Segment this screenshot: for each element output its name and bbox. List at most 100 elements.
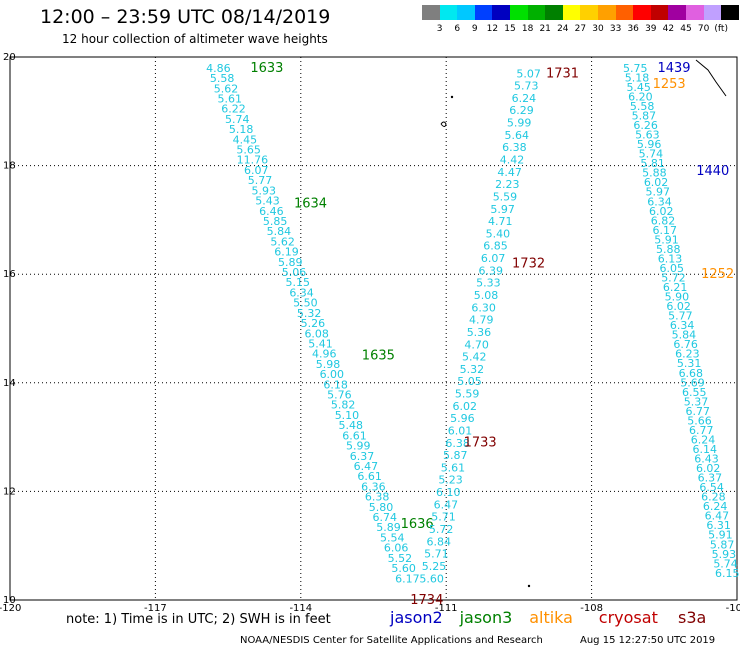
pass-time-label: 1253 <box>653 77 686 92</box>
wave-height-value: 5.18 <box>625 71 650 84</box>
colorbar-swatch <box>668 5 686 20</box>
wave-height-value: 11.76 <box>237 154 269 167</box>
wave-height-value: 6.22 <box>221 103 246 116</box>
wave-height-value: 5.58 <box>210 72 235 85</box>
wave-height-value: 6.37 <box>698 472 723 485</box>
lat-tick-label: 12 <box>3 486 16 497</box>
wave-height-value: 5.66 <box>687 414 712 427</box>
colorbar-label: 70 <box>697 24 710 34</box>
colorbar-label: 15 <box>504 24 516 34</box>
wave-height-value: 5.84 <box>672 329 697 342</box>
wave-height-value: 6.46 <box>259 205 284 218</box>
wave-height-value: 6.10 <box>436 486 461 499</box>
island-dot <box>527 584 531 588</box>
wave-height-value: 6.20 <box>628 90 653 103</box>
wave-height-value: 5.33 <box>476 277 501 290</box>
wave-height-value: 2.23 <box>495 178 520 191</box>
wave-height-value: 5.64 <box>505 129 530 142</box>
wave-height-value: 5.89 <box>278 256 303 269</box>
lon-tick-label: -120 <box>0 603 21 614</box>
wave-height-value: 6.38 <box>365 491 390 504</box>
pass-time-label: 1635 <box>362 349 395 364</box>
wave-height-value: 6.61 <box>342 429 367 442</box>
colorbar-label: 45 <box>680 24 692 34</box>
wave-height-value: 5.59 <box>455 388 480 401</box>
colorbar-swatch <box>457 5 475 20</box>
colorbar-swatch <box>703 5 722 20</box>
wave-height-value: 5.62 <box>214 82 239 95</box>
wave-height-value: 5.77 <box>248 174 273 187</box>
coastline-segment <box>695 59 727 97</box>
wave-height-value: 6.15 <box>715 567 740 580</box>
wave-height-value: 5.72 <box>429 523 454 536</box>
coastline <box>440 59 727 588</box>
wave-height-value: 6.19 <box>274 246 299 259</box>
pass-time-label: 1734 <box>410 593 443 608</box>
wave-height-value: 5.54 <box>380 531 405 544</box>
wave-height-value: 5.91 <box>654 233 679 246</box>
wave-height-value: 5.73 <box>514 80 539 93</box>
wave-height-value: 6.82 <box>651 214 676 227</box>
colorbar-label: 24 <box>557 24 569 34</box>
lat-tick-label: 18 <box>3 161 16 172</box>
satellite-passes: 4.865.585.625.616.225.745.184.455.6511.7… <box>206 61 739 608</box>
wave-height-value: 5.15 <box>286 276 311 289</box>
wave-height-value: 5.61 <box>217 92 242 105</box>
wave-height-value: 6.02 <box>666 300 691 313</box>
wave-height-value: 4.42 <box>500 154 525 167</box>
wave-height-value: 6.08 <box>304 327 329 340</box>
generation-timestamp: Aug 15 12:27:50 UTC 2019 <box>580 635 716 646</box>
wave-height-value: 6.77 <box>689 424 714 437</box>
wave-height-value: 5.36 <box>467 326 492 339</box>
pass-time-label: 1732 <box>512 256 545 271</box>
wave-height-value: 6.01 <box>448 424 473 437</box>
legend-jason2: jason2 <box>390 608 443 627</box>
colorbar-label: 18 <box>521 24 534 34</box>
wave-height-value: 6.02 <box>649 205 674 218</box>
colorbar-swatch <box>527 5 546 20</box>
pass-time-label: 1252 <box>701 267 734 282</box>
wave-height-value: 4.96 <box>312 348 337 361</box>
wave-height-value: 6.02 <box>644 176 669 189</box>
colorbar-label: 21 <box>539 24 551 34</box>
wave-height-value: 6.31 <box>706 519 731 532</box>
axis-ticks: -120 -117 -114 -111 -108 -105 20 18 16 14 12 10 <box>0 52 740 614</box>
wave-height-value: 5.50 <box>293 297 318 310</box>
colorbar-swatch <box>474 5 493 20</box>
wave-height-value: 5.63 <box>635 129 660 142</box>
wave-height-value: 5.80 <box>369 501 394 514</box>
wave-height-value: 5.72 <box>661 271 686 284</box>
plot-border <box>9 56 738 601</box>
colorbar-label: (ft) <box>714 24 728 34</box>
colorbar-swatch <box>686 5 704 20</box>
wave-height-value: 6.38 <box>502 141 527 154</box>
wave-height-value: 5.97 <box>646 186 671 199</box>
wave-height-value: 5.40 <box>486 227 511 240</box>
wave-height-value: 5.26 <box>301 317 326 330</box>
colorbar-swatch <box>562 5 581 20</box>
wave-height-value: 5.05 <box>457 375 482 388</box>
wave-height-value: 6.00 <box>320 368 345 381</box>
wave-height-value: 4.71 <box>488 215 513 228</box>
legend-s3a: s3a <box>678 608 707 627</box>
island-outline <box>440 121 447 127</box>
wave-height-value: 6.34 <box>670 319 695 332</box>
wave-height-value: 5.31 <box>677 357 702 370</box>
wave-height-value: 5.25 <box>422 560 447 573</box>
wave-height-value: 6.47 <box>434 498 459 511</box>
wave-height-value: 5.88 <box>642 167 667 180</box>
wave-height-value: 6.02 <box>453 400 478 413</box>
lat-tick-label: 20 <box>3 52 16 63</box>
wave-height-value: 5.89 <box>376 521 401 534</box>
wave-height-value: 5.87 <box>443 449 468 462</box>
colorbar-swatch <box>615 5 634 20</box>
wave-height-value: 5.37 <box>684 395 709 408</box>
colorbar-label: 39 <box>645 24 657 34</box>
wave-height-value: 6.07 <box>244 164 269 177</box>
wave-height-value: 5.71 <box>424 548 449 561</box>
wave-height-value: 5.76 <box>327 389 352 402</box>
wave-height-value: 5.32 <box>297 307 322 320</box>
wave-height-value: 6.84 <box>427 535 452 548</box>
units-note: note: 1) Time is in UTC; 2) SWH is in fe… <box>66 612 331 627</box>
pass-time-label: 1439 <box>657 61 690 76</box>
